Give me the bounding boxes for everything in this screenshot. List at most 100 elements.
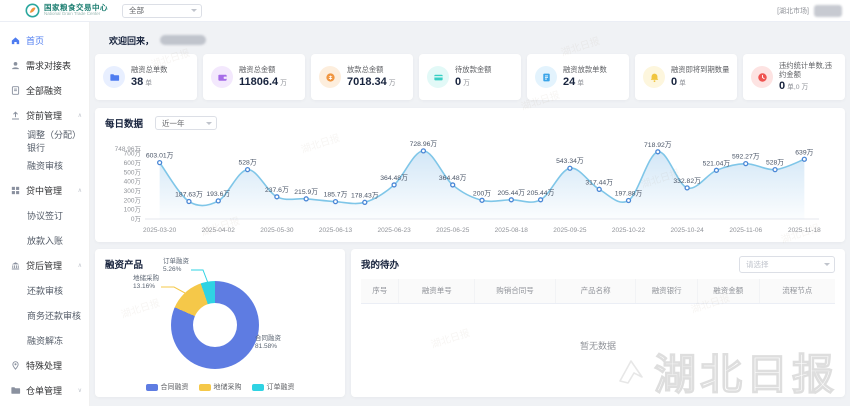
stat-label: 融资放款单数	[563, 65, 607, 75]
svg-text:215.9万: 215.9万	[294, 188, 318, 196]
sidebar-item[interactable]: 调整（分配）银行	[0, 128, 89, 153]
legend-item[interactable]: 订单融资	[251, 382, 295, 392]
daily-data-title: 每日数据	[105, 119, 144, 130]
svg-text:193.6万: 193.6万	[206, 190, 230, 198]
svg-text:300万: 300万	[124, 187, 142, 195]
stat-unit: 单	[577, 79, 585, 87]
sidebar-item[interactable]: 贷后管理 ∧	[0, 253, 89, 278]
svg-text:500万: 500万	[124, 168, 142, 176]
stat-card: 融资总金额 11806.4 万	[203, 54, 305, 100]
legend-item[interactable]: 地储采购	[198, 382, 242, 392]
chevron-down-icon	[206, 121, 213, 125]
svg-text:200万: 200万	[473, 189, 491, 197]
svg-text:2025-09-25: 2025-09-25	[553, 227, 587, 234]
sidebar-item[interactable]: 首页	[0, 28, 89, 53]
sidebar-item[interactable]: 融资解冻	[0, 328, 89, 353]
sidebar-item-label: 协议签订	[27, 211, 64, 221]
stat-value: 11806.4 万	[239, 75, 287, 88]
stat-card: 待放款金额 0 万	[419, 54, 521, 100]
doc2-icon	[535, 66, 557, 88]
stat-label: 放款总金额	[347, 65, 384, 75]
sidebar-item[interactable]: 贷中管理 ∧	[0, 178, 89, 203]
brand-logo-icon	[25, 3, 40, 18]
sidebar-item[interactable]: 需求对接表	[0, 53, 89, 78]
pie-label-purchase: 地储采购 13.16%	[133, 275, 159, 290]
welcome-row: 欢迎回来，	[109, 34, 845, 46]
sidebar-item[interactable]: 协议签订	[0, 203, 89, 228]
pie-legend: 合同融资 地储采购 订单融资	[95, 382, 345, 392]
stat-value: 7018.34 万	[347, 75, 396, 88]
pin-icon	[10, 360, 21, 371]
stat-unit: 万	[388, 79, 396, 87]
legend-swatch	[145, 383, 158, 391]
todo-column-header: 融资金额	[697, 279, 760, 304]
svg-text:205.44万: 205.44万	[498, 189, 526, 197]
region-badge: [湖北市场]	[777, 7, 809, 15]
doc-icon	[10, 85, 21, 96]
svg-text:528万: 528万	[766, 159, 784, 167]
bottom-row: 融资产品 合同融资 81.58% 地储采购 13.16% 订单融资 5.26% 合同融…	[95, 249, 845, 397]
svg-text:2025-06-13: 2025-06-13	[319, 227, 353, 234]
topbar-right: [湖北市场]	[777, 4, 842, 17]
svg-text:528万: 528万	[238, 159, 256, 167]
sidebar-item[interactable]: 全部融资	[0, 78, 89, 103]
sidebar-item[interactable]: 还款审核	[0, 278, 89, 303]
svg-text:100万: 100万	[124, 206, 142, 214]
sidebar-item-label: 首页	[26, 36, 45, 46]
welcome-text: 欢迎回来，	[109, 35, 155, 46]
stat-value: 38 单	[131, 75, 153, 88]
sidebar-item-label: 仓单管理	[26, 386, 63, 396]
sidebar-item-label: 贷中管理	[26, 186, 63, 196]
bank-icon	[10, 260, 21, 271]
main-content: 欢迎回来， 融资总单数 38 单融资总金额 11806.4 万放款总金额 7018.34 万…	[90, 22, 850, 406]
stat-card: 融资即将到期数量 0 单	[635, 54, 737, 100]
svg-text:2025-08-18: 2025-08-18	[495, 227, 529, 234]
svg-text:400万: 400万	[124, 178, 142, 186]
svg-text:2025-03-20: 2025-03-20	[143, 227, 177, 234]
sidebar-item[interactable]: 放款入账	[0, 228, 89, 253]
svg-text:364.48万: 364.48万	[380, 174, 408, 182]
avatar[interactable]	[814, 4, 842, 17]
sidebar-item[interactable]: 特殊处理	[0, 353, 89, 378]
stat-card: 放款总金额 7018.34 万	[311, 54, 413, 100]
svg-text:205.44万: 205.44万	[527, 189, 555, 197]
legend-swatch	[198, 383, 211, 391]
chevron-up-icon: ∧	[77, 113, 82, 119]
svg-text:603.01万: 603.01万	[146, 152, 174, 160]
legend-swatch	[251, 383, 264, 391]
sidebar-item[interactable]: 贷前管理 ∧	[0, 103, 89, 128]
sidebar-item-label: 贷后管理	[26, 261, 63, 271]
market-select[interactable]: 全部	[122, 3, 202, 18]
todo-column-header: 购销合同号	[474, 279, 556, 304]
sidebar-item[interactable]: 仓单管理 ∨	[0, 378, 89, 403]
range-select[interactable]: 近一年	[155, 116, 218, 130]
todo-table-header-row: 序号 融资单号 购销合同号 产品名称 融资银行 融资金额 流程节点	[361, 279, 835, 304]
stat-card: 融资放款单数 24 单	[527, 54, 629, 100]
svg-text:2025-11-18: 2025-11-18	[788, 227, 821, 234]
sidebar-item-label: 特殊处理	[26, 361, 63, 371]
redacted-username	[160, 35, 207, 45]
chevron-down-icon: ∨	[77, 388, 82, 394]
clock-icon	[751, 66, 773, 88]
grid-icon	[10, 185, 21, 196]
sidebar-menu: 首页 需求对接表 全部融资 贷前管理 ∧ 调整（分配）银行 融资审核 贷中管理 ∧ 协议签订 放款入…	[0, 22, 90, 406]
brand: 国家粮食交易中心 National Grain Trade Center	[25, 3, 108, 18]
financing-products-title: 融资产品	[105, 260, 144, 271]
sidebar-item[interactable]: 商务还款审核	[0, 303, 89, 328]
stat-unit: 单,0 万	[787, 83, 809, 91]
sidebar-item-label: 需求对接表	[26, 61, 72, 71]
stat-unit: 单	[145, 79, 153, 87]
todo-filter-select[interactable]: 请选择	[739, 256, 835, 273]
svg-text:2025-05-30: 2025-05-30	[260, 227, 294, 234]
stat-label: 融资即将到期数量	[671, 65, 730, 75]
chevron-down-icon	[824, 263, 830, 266]
sidebar-item-label: 还款审核	[27, 286, 64, 296]
legend-item[interactable]: 合同融资	[145, 382, 189, 392]
stat-card: 融资总单数 38 单	[95, 54, 197, 100]
sidebar-item[interactable]: 融资审核	[0, 153, 89, 178]
financing-products-card: 融资产品 合同融资 81.58% 地储采购 13.16% 订单融资 5.26% 合同融…	[95, 249, 345, 397]
bell-icon	[643, 66, 665, 88]
legend-label: 地储采购	[213, 384, 242, 391]
home-icon	[10, 35, 21, 46]
legend-label: 合同融资	[160, 384, 189, 391]
